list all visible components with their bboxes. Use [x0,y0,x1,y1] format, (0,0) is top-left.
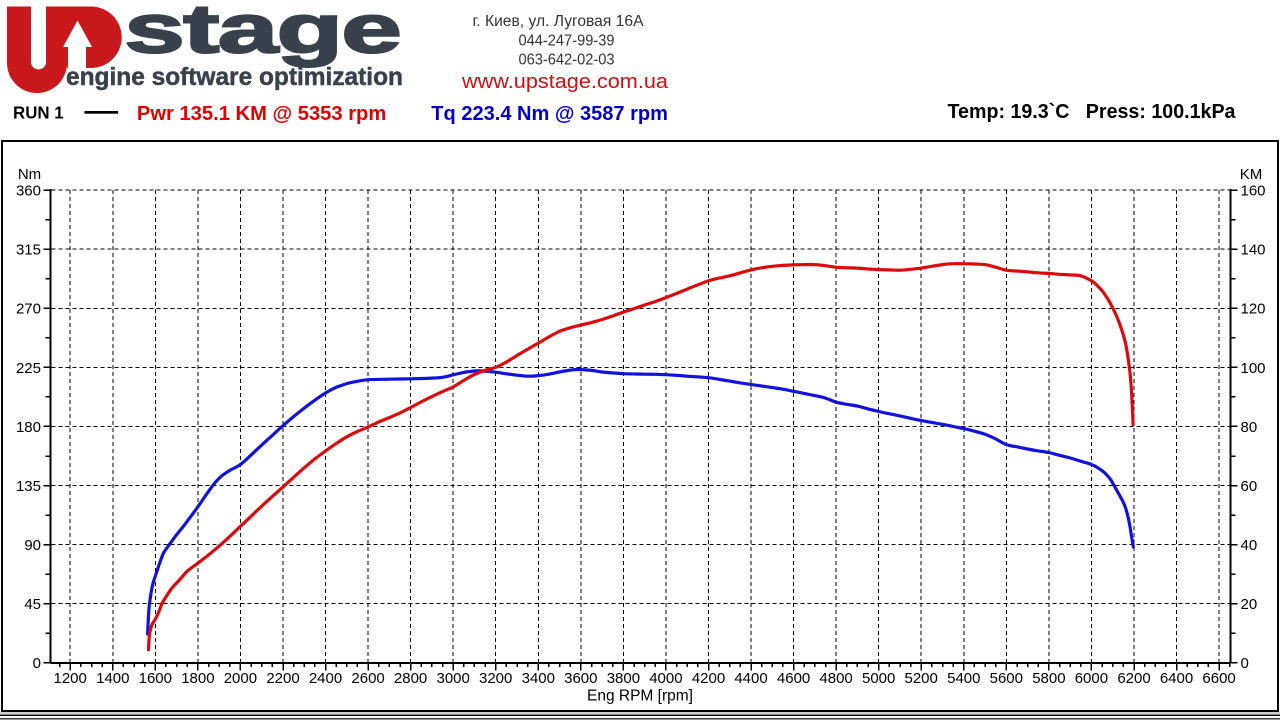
svg-text:stage: stage [124,0,400,68]
svg-text:2000: 2000 [224,670,257,687]
svg-text:Nm: Nm [18,166,41,183]
svg-text:6400: 6400 [1160,670,1193,687]
svg-text:engine software optimization: engine software optimization [66,64,403,91]
svg-text:4000: 4000 [649,670,682,687]
svg-text:2800: 2800 [394,670,427,687]
svg-text:Eng RPM [rpm]: Eng RPM [rpm] [587,688,693,705]
svg-text:4400: 4400 [734,670,767,687]
svg-text:RUN 1: RUN 1 [13,102,64,122]
svg-text:140: 140 [1241,242,1266,259]
svg-text:5800: 5800 [1032,670,1065,687]
svg-text:Temp: 19.3`C Press: 100.1kPa: Temp: 19.3`C Press: 100.1kPa [948,101,1237,123]
svg-text:Tq 223.4 Nm @ 3587 rpm: Tq 223.4 Nm @ 3587 rpm [431,103,668,125]
svg-text:3000: 3000 [437,670,470,687]
svg-text:4800: 4800 [819,670,852,687]
svg-text:3200: 3200 [479,670,512,687]
svg-text:6000: 6000 [1075,670,1108,687]
svg-text:20: 20 [1241,596,1258,613]
svg-text:2400: 2400 [309,670,342,687]
svg-text:2200: 2200 [266,670,299,687]
svg-text:Pwr 135.1 KM @ 5353 rpm: Pwr 135.1 KM @ 5353 rpm [137,103,386,125]
svg-text:60: 60 [1241,478,1258,495]
svg-text:4600: 4600 [777,670,810,687]
svg-text:1600: 1600 [139,670,172,687]
svg-text:40: 40 [1241,537,1258,554]
svg-text:063-642-02-03: 063-642-02-03 [519,52,615,69]
svg-text:160: 160 [1241,183,1266,200]
svg-text:6600: 6600 [1202,670,1235,687]
svg-text:45: 45 [24,596,41,613]
svg-text:6200: 6200 [1117,670,1150,687]
svg-text:5600: 5600 [990,670,1023,687]
svg-text:1200: 1200 [54,670,87,687]
svg-text:315: 315 [16,242,41,259]
svg-text:3600: 3600 [564,670,597,687]
svg-text:3800: 3800 [607,670,640,687]
svg-text:г. Киев, ул. Луговая 16А: г. Киев, ул. Луговая 16А [473,13,645,30]
svg-text:3400: 3400 [522,670,555,687]
svg-text:044-247-99-39: 044-247-99-39 [519,33,615,50]
svg-text:www.upstage.com.ua: www.upstage.com.ua [461,71,669,93]
svg-text:2600: 2600 [351,670,384,687]
svg-text:5400: 5400 [947,670,980,687]
svg-text:5200: 5200 [905,670,938,687]
svg-text:180: 180 [16,419,41,436]
svg-text:360: 360 [16,183,41,200]
svg-text:1400: 1400 [96,670,129,687]
svg-text:0: 0 [33,655,41,672]
svg-text:120: 120 [1241,301,1266,318]
svg-text:5000: 5000 [862,670,895,687]
svg-text:4200: 4200 [692,670,725,687]
svg-text:0: 0 [1241,655,1249,672]
svg-text:135: 135 [16,478,41,495]
svg-text:1800: 1800 [181,670,214,687]
svg-text:90: 90 [24,537,41,554]
svg-text:225: 225 [16,360,41,377]
svg-text:100: 100 [1241,360,1266,377]
svg-text:80: 80 [1241,419,1258,436]
svg-text:270: 270 [16,301,41,318]
svg-text:KM: KM [1240,166,1263,183]
